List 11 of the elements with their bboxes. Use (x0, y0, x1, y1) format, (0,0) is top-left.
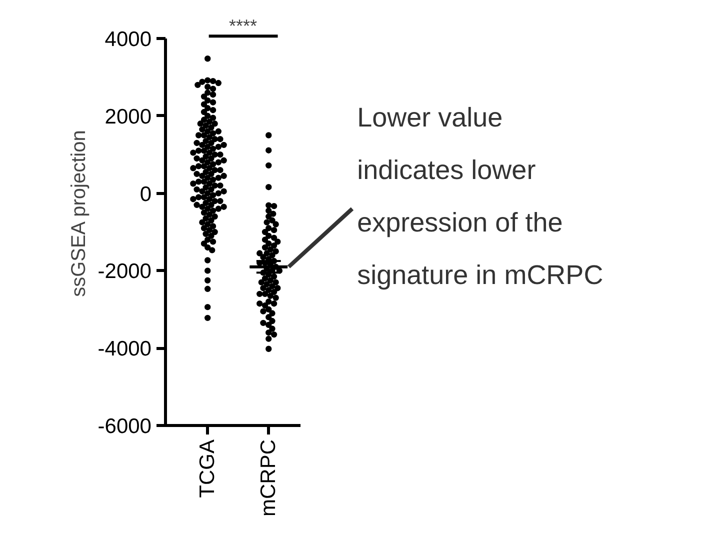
y-tick-label: -6000 (98, 415, 152, 438)
text: Lower value indicates lower expression of the signature in mCRPC (357, 102, 604, 290)
y-tick-label: -4000 (98, 338, 152, 361)
y-tick-label: 4000 (104, 28, 152, 51)
y-axis-title: ssGSEA projection (68, 130, 90, 297)
x-tick-label: TCGA (196, 439, 220, 498)
y-tick-label: -2000 (98, 260, 152, 284)
y-tick-label: 2000 (104, 105, 152, 128)
y-tick-label: 0 (140, 182, 152, 206)
x-tick-label: mCRPC (257, 439, 280, 516)
text: **** (228, 16, 258, 36)
